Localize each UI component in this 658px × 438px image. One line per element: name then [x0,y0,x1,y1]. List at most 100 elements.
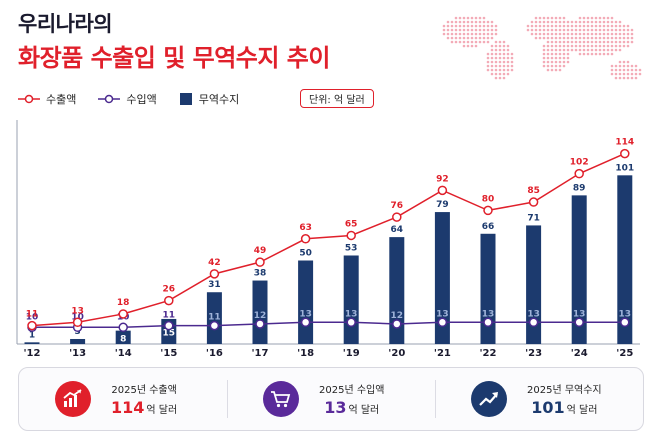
map-dot [494,28,498,32]
map-dot [562,56,566,60]
map-dot [590,52,594,56]
export-line-icon [18,94,40,104]
map-dot [550,40,554,44]
map-dot [490,68,494,72]
page-subtitle: 화장품 수출입 및 무역수지 추이 [18,44,330,72]
map-dot [458,20,462,24]
map-dot [482,36,486,40]
map-dot [554,24,558,28]
map-dot [550,28,554,32]
map-dot [474,20,478,24]
map-dot [554,32,558,36]
map-dot [494,56,498,60]
balance-bar-label: 64 [391,225,404,235]
map-dot [578,20,582,24]
summary-card-import: 2025년 수입액 13 억 달러 [227,368,435,430]
map-dot [626,76,630,80]
map-dot [594,48,598,52]
map-dot [610,24,614,28]
map-dot [498,64,502,68]
import-point [483,317,493,328]
map-dot [610,64,614,68]
x-tick-label: '25 [616,348,633,359]
map-dot [574,20,578,24]
balance-bar-label: 79 [436,200,449,210]
map-dot [570,48,574,52]
map-dot [606,32,610,36]
map-dot [534,20,538,24]
map-dot [446,24,450,28]
map-dot [566,32,570,36]
export-point-label: 80 [482,194,495,204]
balance-bar [526,225,542,344]
balance-bar [343,255,359,344]
export-point-label: 76 [391,201,404,211]
map-dot [578,24,582,28]
map-dot [570,20,574,24]
legend-label-balance: 무역수지 [198,93,240,106]
map-dot [578,48,582,52]
import-point-label: 13 [573,309,586,319]
map-dot [550,32,554,36]
map-dot [606,20,610,24]
map-dot [466,16,470,20]
map-dot [630,64,634,68]
map-dot [498,40,502,44]
map-dot [470,40,474,44]
map-dot [474,32,478,36]
x-tick-label: '24 [571,348,588,359]
map-dot [466,40,470,44]
map-dot [618,40,622,44]
map-dot [622,24,626,28]
import-point-label: 13 [527,309,540,319]
map-dot [590,40,594,44]
map-dot [470,28,474,32]
import-point [164,320,174,331]
map-dot [614,76,618,80]
map-dot [454,40,458,44]
map-dot [534,36,538,40]
balance-bar-label: 8 [120,334,126,344]
balance-bar [571,195,587,344]
export-point-label: 49 [254,246,267,256]
map-dot [566,52,570,56]
map-dot [622,76,626,80]
map-dot [530,24,534,28]
map-dot [610,28,614,32]
map-dot [450,36,454,40]
map-dot [602,44,606,48]
map-dot [490,20,494,24]
map-dot [558,32,562,36]
map-dot [470,16,474,20]
map-dot [602,16,606,20]
map-dot [486,52,490,56]
map-dot [574,24,578,28]
map-dot [510,56,514,60]
map-dot [538,28,542,32]
map-dot [574,44,578,48]
map-dot [558,20,562,24]
map-dot [490,72,494,76]
map-dot [442,28,446,32]
import-point-label: 10 [26,312,39,322]
map-dot [482,20,486,24]
map-dot [582,24,586,28]
summary-cards: 2025년 수출액 114 억 달러 2025년 수입액 13 억 달러 2025년… [18,367,644,431]
export-point [27,320,37,331]
map-dot [506,56,510,60]
map-dot [606,48,610,52]
map-dot [474,16,478,20]
map-dot [626,24,630,28]
map-dot [494,64,498,68]
map-dot [454,28,458,32]
map-dot [562,40,566,44]
map-dot [550,60,554,64]
map-dot [474,44,478,48]
map-dot [626,64,630,68]
map-dot [618,36,622,40]
map-dot [538,16,542,20]
page-title: 우리나라의 [18,12,113,36]
map-dot [614,20,618,24]
map-dot [490,28,494,32]
map-dot [498,72,502,76]
